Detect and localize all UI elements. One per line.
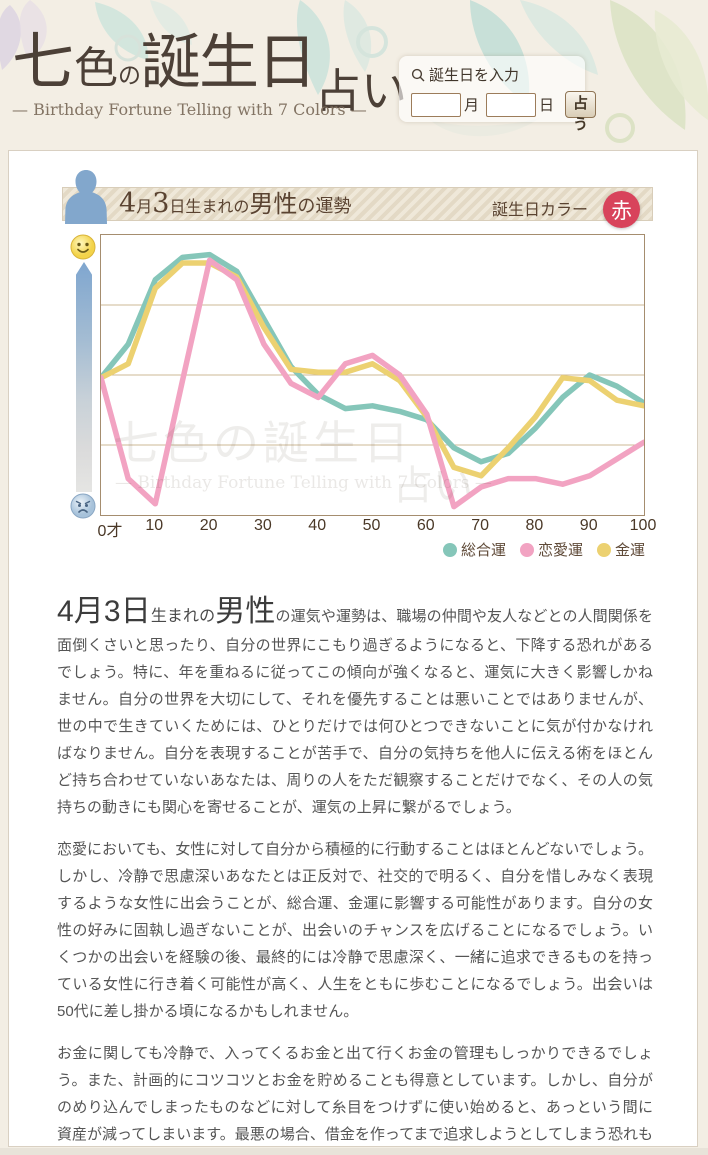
chart-legend: 総合運 恋愛運 金運 [442,539,645,560]
fortune-chart-plot: 七色の誕生日 占い — Birthday Fortune Telling wit… [100,234,645,516]
x-tick-label: 50 [362,517,381,534]
legend-item-love: 恋愛運 [519,539,583,560]
title-fortune-text: の運勢 [297,196,352,217]
title-born-text: 日生まれの [169,197,250,216]
logo-seg: 七 [12,25,75,98]
x-tick-label: 0才 [97,523,123,540]
fortune-description: 4月3日生まれの男性の運気や運勢は、職場の仲間や友人などとの人間関係を面倒くさい… [57,597,653,1155]
site-logo: 七色の誕生日占い [12,14,407,118]
paragraph-gender-big: 男性 [215,595,276,628]
legend-item-overall: 総合運 [442,539,506,560]
birthday-search-box: 誕生日を入力 月 日 占う [399,56,597,133]
fortune-gauge-arrow [76,262,92,492]
legend-label-money: 金運 [614,542,645,559]
search-label: 誕生日を入力 [411,64,585,85]
happy-face-icon [70,234,96,260]
paragraph-overall: 4月3日生まれの男性の運気や運勢は、職場の仲間や友人などとの人間関係を面倒くさい… [57,597,653,821]
day-input[interactable] [486,92,537,117]
fortune-chart-svg [101,251,644,510]
title-gender-text: 男性 [249,190,298,218]
logo-seg: 誕生日 [141,28,317,98]
title-day-num: 3 [152,188,170,219]
logo-seg: の [118,63,142,89]
paragraph-date-big: 4月3日 [57,595,151,628]
legend-item-money: 金運 [596,539,645,560]
logo-seg: 占い [315,64,408,118]
x-tick-label: 70 [471,517,489,534]
search-row: 月 日 占う [411,91,597,133]
fortune-title-bar: 4 月 3 日生まれの 男性 の運勢 誕生日カラー [62,187,653,221]
paragraph-money: お金に関しても冷静で、入ってくるお金と出て行くお金の管理もしっかりできるでしょう… [57,1044,653,1155]
x-tick-label: 90 [579,517,598,534]
day-unit-label: 日 [539,97,555,114]
month-input[interactable] [411,92,461,117]
legend-label-overall: 総合運 [460,542,506,559]
x-tick-label: 80 [525,517,544,534]
title-month-unit: 月 [136,197,153,216]
sad-face-icon [70,493,96,519]
site-header: 七色の誕生日占い — Birthday Fortune Telling with… [0,0,708,150]
month-unit-label: 月 [464,97,480,114]
x-tick-label: 20 [199,517,218,534]
x-tick-label: 60 [416,517,435,534]
fortune-title: 4 月 3 日生まれの 男性 の運勢 [119,188,351,222]
watercolor-flourish-artwork [0,0,708,143]
legend-swatch-money [596,542,611,557]
footer-strip [0,1148,708,1155]
logo-seg: 色 [74,43,119,94]
x-tick-label: 40 [308,517,327,534]
search-label-text: 誕生日を入力 [429,67,520,84]
site-subtitle: — Birthday Fortune Telling with 7 Colors… [12,100,367,119]
legend-swatch-love [519,542,534,557]
paragraph-love: 恋愛においても、女性に対して自分から積極的に行動することはほとんどないでしょう。… [57,840,653,1020]
birthday-color-badge: 赤 [603,191,640,228]
male-silhouette-icon [65,170,107,224]
x-tick-label: 10 [145,517,164,534]
legend-label-love: 恋愛運 [537,542,583,559]
x-tick-label: 100 [629,517,657,534]
paragraph-overall-text: の運気や運勢は、職場の仲間や友人などとの人間関係を面倒くさいと思ったり、自分の世… [57,608,653,816]
divine-button[interactable]: 占う [565,91,597,133]
legend-swatch-overall [442,542,457,557]
paragraph-born-text: 生まれの [150,608,216,625]
x-tick-label: 30 [253,517,272,534]
search-icon [411,68,425,81]
birthday-color-label: 誕生日カラー [491,202,588,219]
fortune-chart-module: 4 月 3 日生まれの 男性 の運勢 誕生日カラー 赤 [62,170,657,565]
content-panel: 4 月 3 日生まれの 男性 の運勢 誕生日カラー 赤 [8,150,698,1155]
title-month-num: 4 [119,188,137,219]
x-axis-ticks: 0才 10 20 30 40 50 60 70 80 90 100 [98,517,657,540]
